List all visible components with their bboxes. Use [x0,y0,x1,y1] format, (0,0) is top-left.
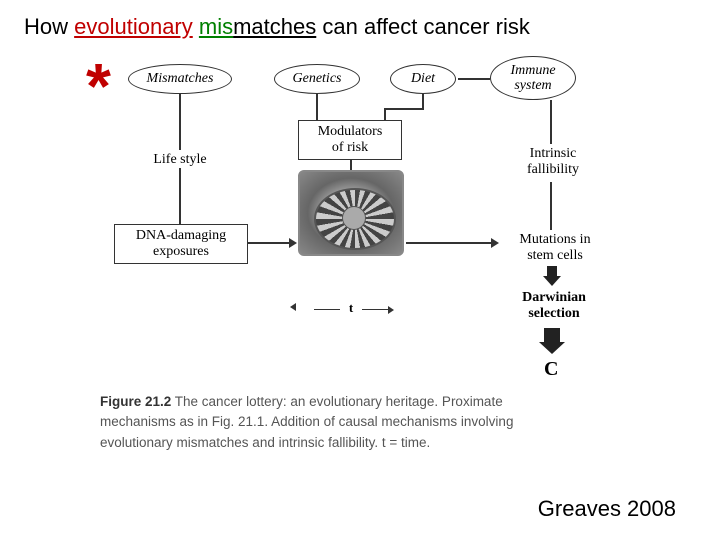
node-immune: Immune system [490,56,576,100]
edge-dna-roulette [248,242,290,244]
edge-diet-modulators-v2 [384,108,386,120]
time-axis-left-arrow [290,303,296,311]
edge-roulette-mutations [406,242,492,244]
edge-genetics-modulators [316,94,318,120]
title-evolutionary: evolutionary [74,14,193,39]
title-suffix: can affect cancer risk [316,14,530,39]
edge-immune-h [458,78,490,80]
edge-diet-modulators-h [384,108,424,110]
figure-caption: Figure 21.2 The cancer lottery: an evolu… [100,392,530,453]
edge-mismatches-lifestyle [179,94,181,150]
roulette-image [298,170,404,256]
node-lifestyle: Life style [140,152,220,168]
edge-modulators-roulette [350,160,352,170]
edge-diet-modulators [422,94,424,108]
node-c: C [544,358,558,381]
page-title: How evolutionary mismatches can affect c… [24,14,530,40]
edge-lifestyle-dna [179,168,181,224]
edge-intrinsic-mutations [550,182,552,230]
title-mis: mis [199,14,233,39]
node-genetics: Genetics [274,64,360,94]
node-dna: DNA-damaging exposures [114,224,248,264]
node-intrinsic: Intrinsic fallibility [508,146,598,178]
node-mutations: Mutations in stem cells [500,232,610,264]
edge-immune-intrinsic [550,100,552,144]
title-prefix: How [24,14,74,39]
time-axis: t [296,300,406,316]
t-label: t [349,300,353,315]
title-matches: matches [233,14,316,39]
node-modulators: Modulators of risk [298,120,402,160]
figure-label: Figure 21.2 [100,394,171,409]
diagram-container: Mismatches Genetics Diet Immune system L… [100,52,640,382]
node-mismatches: Mismatches [128,64,232,94]
node-diet: Diet [390,64,456,94]
citation: Greaves 2008 [538,496,676,522]
node-darwinian: Darwinian selection [504,290,604,322]
